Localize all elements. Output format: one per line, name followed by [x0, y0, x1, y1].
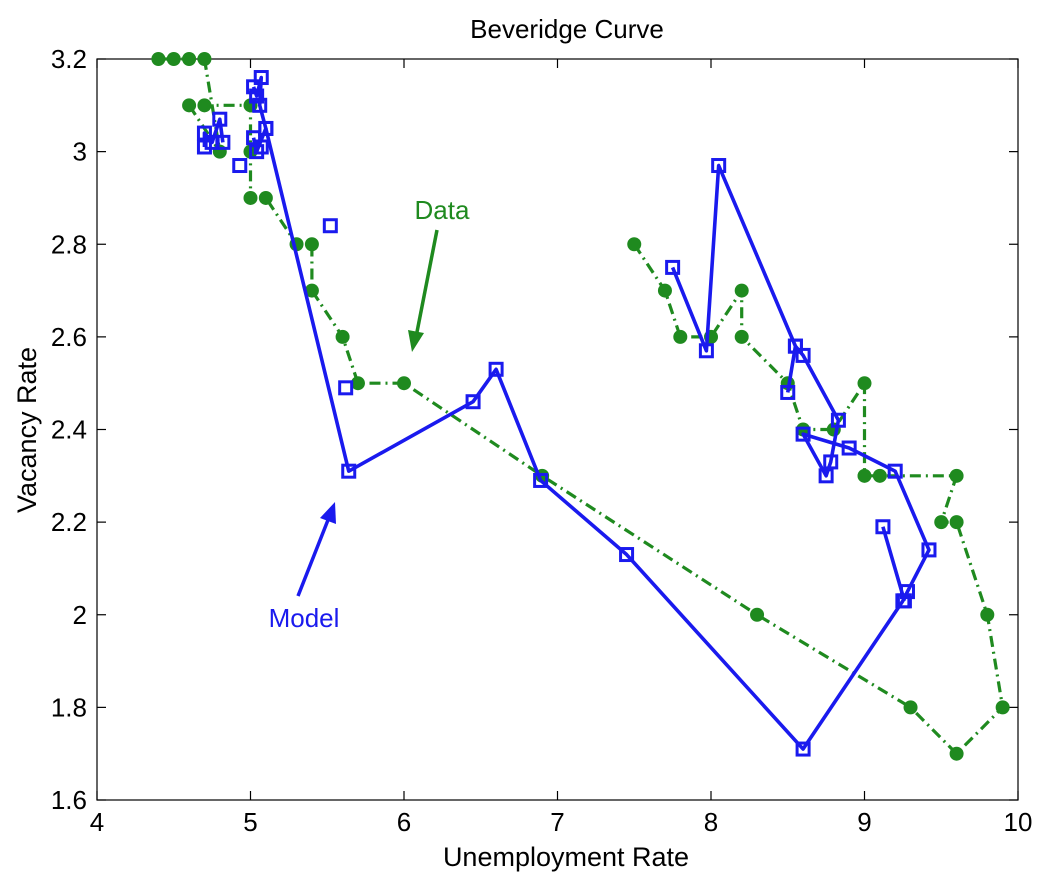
model-point [252, 97, 268, 113]
data-point [934, 515, 949, 530]
data-point [197, 52, 212, 66]
data-point [949, 468, 964, 483]
data-point [627, 237, 642, 252]
y-tick-label: 2.2 [51, 507, 87, 537]
model-point [921, 542, 937, 558]
data-point [197, 98, 212, 113]
model-series-line [670, 163, 798, 353]
x-tick-label: 7 [550, 807, 564, 837]
data-point [949, 515, 964, 530]
x-tick-label: 4 [90, 807, 104, 837]
y-tick-label: 1.6 [51, 785, 87, 815]
data-point [182, 98, 197, 113]
data-point [734, 283, 749, 298]
model-point [896, 593, 912, 609]
data-arrow-head [408, 330, 424, 352]
y-tick-label: 2.8 [51, 229, 87, 259]
model-point [465, 394, 481, 410]
model-point [338, 380, 354, 396]
model-point [875, 519, 891, 535]
model-point [841, 440, 857, 456]
x-tick-label: 10 [1004, 807, 1033, 837]
data-point [857, 376, 872, 391]
model-point [341, 463, 357, 479]
data-point [903, 700, 918, 715]
model-point [488, 361, 504, 377]
model-point [232, 158, 248, 174]
y-axis-label: Vacancy Rate [12, 347, 42, 513]
model-point [212, 111, 228, 127]
model-arrow-shaft [296, 519, 330, 597]
model-annotation: Model [269, 603, 340, 633]
y-tick-label: 2.6 [51, 322, 87, 352]
model-point [711, 158, 727, 174]
x-tick-label: 8 [704, 807, 718, 837]
model-point [795, 347, 811, 363]
data-arrow-shaft [415, 229, 439, 333]
x-tick-label: 6 [397, 807, 411, 837]
model-point [258, 120, 274, 136]
model-point [196, 125, 212, 141]
model-arrow-head [320, 502, 336, 524]
data-point [750, 607, 765, 622]
data-point [212, 144, 227, 159]
model-point [665, 259, 681, 275]
model-point [322, 218, 338, 234]
model-series-line [264, 128, 931, 751]
data-point [397, 376, 411, 391]
data-point [335, 329, 350, 344]
model-point [823, 454, 839, 470]
data-point [350, 376, 365, 391]
data-point [182, 52, 197, 66]
y-tick-label: 3.2 [51, 44, 87, 74]
data-point [657, 283, 672, 298]
model-point [533, 472, 549, 488]
y-tick-label: 2 [73, 600, 87, 630]
model-point [619, 547, 635, 563]
chart-title: Beveridge Curve [470, 14, 664, 44]
model-point [795, 426, 811, 442]
data-point [673, 329, 688, 344]
data-point [949, 746, 964, 761]
model-point [787, 338, 803, 354]
data-point [734, 329, 749, 344]
data-point [980, 607, 995, 622]
data-point [258, 190, 273, 205]
x-axis-label: Unemployment Rate [443, 842, 689, 872]
model-point [780, 384, 796, 400]
x-tick-label: 5 [243, 807, 257, 837]
data-point [166, 52, 181, 66]
model-point [249, 88, 265, 104]
model-point [215, 134, 231, 150]
data-series-line [158, 57, 1005, 756]
model-point [246, 79, 262, 95]
model-point [795, 741, 811, 757]
model-point [253, 70, 269, 86]
x-tick-label: 9 [857, 807, 871, 837]
model-point [818, 468, 834, 484]
plot-area: 4 5 6 7 8 9 10 1.6 1.8 2 2.2 2.4 2.6 2.8 3 3.2 Data Model [51, 44, 1033, 837]
model-point [253, 139, 269, 155]
data-point [243, 190, 258, 205]
data-point [304, 237, 319, 252]
data-point [872, 468, 887, 483]
y-tick-label: 1.8 [51, 692, 87, 722]
data-point [857, 468, 872, 483]
model-point [899, 584, 915, 600]
data-annotation: Data [415, 195, 470, 225]
data-point [304, 283, 319, 298]
y-tick-label: 2.4 [51, 415, 87, 445]
model-point [246, 130, 262, 146]
model-point [887, 463, 903, 479]
data-point [995, 700, 1010, 715]
model-point [830, 412, 846, 428]
y-tick-label: 3 [73, 137, 87, 167]
model-point [698, 343, 714, 359]
data-point [151, 52, 166, 66]
